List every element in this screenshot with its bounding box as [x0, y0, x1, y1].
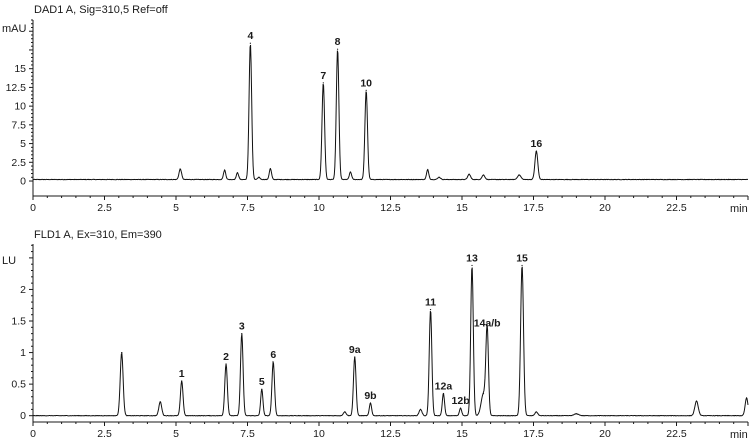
fld1-peak-point	[535, 411, 537, 413]
fld1-y-tick-label: 0	[20, 410, 26, 422]
fld1-peak-label: 13	[466, 252, 478, 264]
dad1-y-tick-label: 12.5	[6, 82, 27, 94]
fld1-peak-point	[354, 356, 356, 358]
dad1-x-tick-label: 7.5	[240, 202, 255, 214]
dad1-peak-point	[468, 173, 470, 175]
dad1-peak-point	[482, 174, 485, 176]
dad1-x-axis-label: min	[730, 203, 748, 215]
dad1-peak-point	[224, 169, 226, 171]
dad1-peak-point	[322, 82, 324, 84]
dad1-peak-label: 7	[320, 70, 326, 82]
dad1-peak-point	[179, 168, 181, 170]
dad1-peak-point	[365, 89, 367, 91]
fld1-peak-point	[482, 392, 485, 395]
fld1-peak-label: 2	[223, 351, 229, 363]
dad1-trace-line	[32, 44, 748, 181]
dad1-y-tick-label: 5	[20, 138, 26, 150]
dad1-x-tick-label: 2.5	[97, 202, 112, 214]
fld1-peak-label: 15	[516, 252, 528, 264]
fld1-peak-label: 9b	[364, 390, 376, 402]
fld1-peak-point	[181, 380, 183, 382]
fld1-peak-point	[471, 264, 473, 267]
fld1-x-tick-label: 2.5	[97, 428, 112, 440]
fld1-y-tick-label: 1.5	[11, 316, 26, 328]
fld1-peak-point	[369, 402, 372, 404]
fld1-x-tick-label: 10	[313, 428, 325, 440]
fld1-peak-point	[459, 407, 462, 409]
dad1-peak-label: 8	[335, 36, 341, 48]
fld1-peak-point	[261, 388, 263, 390]
fld1-peak-point	[419, 408, 422, 410]
fld1-x-tick-label: 22.5	[666, 428, 687, 440]
dad1-peak-point	[249, 42, 251, 44]
dad1-x-tick-label: 10	[313, 202, 325, 214]
dad1-title: DAD1 A, Sig=310,5 Ref=off	[34, 4, 169, 16]
fld1-x-tick-label: 17.5	[523, 428, 544, 440]
dad1-y-tick-label: 10	[14, 101, 26, 113]
dad1-peak-label: 10	[360, 77, 372, 89]
fld1-y-axis-label: LU	[2, 255, 16, 267]
fld1-y-tick-label: 2	[20, 284, 26, 296]
dad1-y-tick-label: 0	[20, 176, 26, 188]
fld1-peak-point	[241, 333, 243, 335]
fld1-trace-line	[32, 266, 749, 417]
fld1-peak-point	[344, 411, 346, 413]
dad1-y-tick-label: 2.5	[11, 157, 26, 169]
fld1-peak-point	[521, 264, 523, 267]
dad1-peak-point	[236, 172, 239, 174]
fld1-x-tick-label: 7.5	[240, 428, 255, 440]
fld1-peak-point	[575, 413, 578, 415]
fld1-peak-label: 9a	[349, 344, 361, 356]
dad1-x-tick-label: 17.5	[523, 202, 544, 214]
fld1-peak-point	[442, 392, 445, 395]
fld1-x-tick-label: 12.5	[380, 428, 401, 440]
dad1-peak-point	[349, 171, 352, 173]
fld1-peak-point	[272, 361, 274, 363]
dad1-x-tick-label: 20	[599, 202, 611, 214]
fld1-y-tick-label: 0.5	[11, 379, 26, 391]
fld1-peak-label: 14a/b	[474, 317, 501, 329]
dad1-x-tick-label: 5	[173, 202, 179, 214]
fld1-peak-point	[159, 401, 161, 403]
fld1-x-tick-label: 5	[173, 428, 179, 440]
fld1-peak-label: 12b	[452, 395, 470, 407]
fld1-peak-label: 3	[239, 321, 245, 333]
fld1-peak-point	[486, 329, 488, 332]
dad1-peak-point	[438, 176, 440, 178]
fld1-peak-point	[745, 397, 748, 399]
dad1-peak-point	[336, 48, 339, 50]
fld1-peak-label: 5	[259, 376, 265, 388]
dad1-x-tick-label: 22.5	[666, 202, 687, 214]
dad1-y-tick-label: 7.5	[11, 119, 26, 131]
fld1-x-axis-label: min	[730, 429, 748, 441]
fld1-peak-point	[121, 351, 123, 354]
fld1-title: FLD1 A, Ex=310, Em=390	[34, 229, 162, 241]
dad1-peak-point	[258, 176, 260, 178]
fld1-y-tick-label: 1	[20, 347, 26, 359]
dad1-x-tick-label: 0	[30, 202, 36, 214]
dad1-peak-label: 4	[247, 30, 253, 42]
dad1-peak-point	[427, 169, 429, 171]
dad1-y-axis-label: mAU	[2, 23, 27, 35]
fld1-x-tick-label: 20	[599, 428, 611, 440]
dad1-peak-point	[269, 168, 271, 170]
fld1-x-tick-label: 15	[456, 428, 468, 440]
dad1-panel: DAD1 A, Sig=310,5 Ref=off mAU min 0 2.5 5 7.5 1…	[2, 4, 749, 215]
fld1-peak-point	[429, 309, 432, 311]
dad1-x-tick-label: 15	[456, 202, 468, 214]
dad1-peak-point	[535, 150, 537, 152]
fld1-peak-point	[225, 363, 227, 365]
fld1-peak-label: 11	[425, 297, 436, 309]
fld1-peak-point	[695, 400, 698, 402]
fld1-peak-label: 1	[179, 368, 185, 380]
fld1-x-tick-label: 0	[30, 428, 36, 440]
dad1-x-tick-label: 12.5	[380, 202, 401, 214]
dad1-y-tick-label: 15	[14, 63, 26, 75]
fld1-peak-label: 12a	[435, 381, 453, 393]
dad1-peak-point	[518, 174, 520, 176]
fld1-peak-label: 6	[270, 349, 276, 361]
dad1-peak-label: 16	[531, 138, 543, 150]
